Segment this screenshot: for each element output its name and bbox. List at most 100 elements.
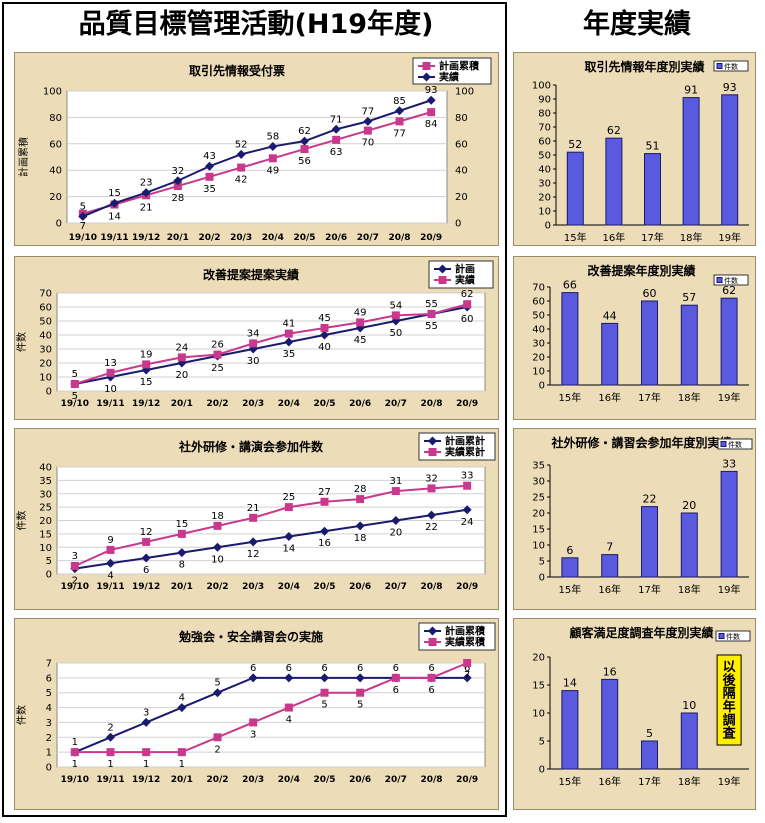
data-label: 1 [107, 759, 113, 770]
bar [641, 506, 658, 578]
right-heading: 年度実績 [583, 9, 691, 40]
data-point [284, 329, 293, 338]
data-label: 3 [72, 551, 78, 562]
y-tick-label: 40 [538, 165, 551, 176]
x-tick-label: 19/11 [96, 582, 124, 592]
y2-tick-label: 60 [455, 139, 468, 150]
legend-label: 実績 [439, 71, 459, 84]
data-label: 12 [247, 549, 260, 560]
y2-tick-label: 20 [455, 192, 468, 203]
data-label: 62 [461, 289, 474, 300]
data-point [284, 503, 293, 512]
x-tick-label: 20/1 [171, 775, 193, 785]
y-tick-label: 0 [539, 765, 545, 776]
x-tick-label: 20/1 [171, 582, 193, 592]
data-point [141, 717, 151, 727]
data-point [426, 95, 436, 105]
data-label: 16 [318, 538, 331, 549]
y-tick-label: 50 [538, 151, 551, 162]
data-point [70, 561, 79, 570]
x-tick-label: 20/2 [206, 775, 228, 785]
x-tick-label: 17年 [638, 775, 661, 788]
data-point [284, 337, 294, 347]
x-tick-label: 20/4 [278, 399, 300, 409]
y-tick-label: 20 [532, 653, 545, 664]
y-tick-label: 10 [532, 709, 545, 720]
x-tick-label: 19/11 [100, 233, 128, 243]
data-label: 1 [72, 759, 78, 770]
bar-value-label: 7 [606, 541, 613, 554]
chart-panel-inquiry: 取引先情報受付票 0 0 20 20 40 40 60 60 80 80 100 100 計画累積 19/1… [14, 52, 499, 246]
bar-value-label: 51 [646, 140, 660, 153]
data-label: 55 [425, 299, 438, 310]
legend-label: 実績累計 [445, 446, 485, 459]
bar-panel-satisfaction: 顧客満足度調査年度別実績 件数 0 5 10 15 20 15年 14 16年 16 17年 5 18年 1… [513, 618, 756, 810]
y-tick-label: 30 [532, 477, 545, 488]
data-label: 6 [321, 663, 327, 674]
x-tick-label: 18年 [678, 583, 701, 596]
bar-value-label: 60 [643, 287, 657, 300]
data-label: 13 [104, 358, 117, 369]
y-tick-label: 30 [39, 489, 52, 500]
y-tick-label: 30 [532, 339, 545, 350]
data-point [320, 688, 329, 697]
bar-value-label: 22 [643, 493, 657, 506]
x-tick-label: 20/2 [206, 582, 228, 592]
bar [680, 304, 698, 386]
data-label: 58 [266, 131, 279, 142]
x-tick-label: 19/10 [61, 775, 89, 785]
bar [641, 300, 658, 386]
chart-training: 社外研修・講演会参加件数 0 5 10 15 20 25 30 35 40 件数 19/10 19/11… [15, 432, 496, 592]
note-box [716, 654, 742, 746]
data-label: 35 [203, 184, 216, 195]
data-point [463, 300, 472, 309]
data-label: 84 [425, 119, 438, 130]
series-line [82, 111, 432, 215]
x-tick-label: 19/10 [61, 399, 89, 409]
y-tick-label: 70 [538, 123, 551, 134]
legend-marker [428, 638, 437, 646]
legend-label: 実績 [455, 274, 475, 287]
data-label: 62 [298, 126, 311, 137]
data-point [356, 318, 365, 327]
chart-panel-suggestion: 改善提案提案実績 0 10 20 30 40 50 60 70 件数 19/10 19/11 19/12… [14, 256, 499, 420]
y-tick-label: 20 [39, 359, 52, 370]
y-tick-label: 80 [538, 109, 551, 120]
bar [566, 151, 584, 226]
data-label: 1 [179, 759, 185, 770]
bar [680, 512, 698, 578]
bar [605, 137, 623, 226]
x-tick-label: 17年 [638, 391, 661, 404]
y-tick-label: 15 [532, 525, 545, 536]
x-tick-label: 19/12 [132, 775, 160, 785]
bar-panel-training: 社外研修・講習会参加年度別実績 件数 0 5 10 15 20 25 30 35 15年 6 16年 7 1… [513, 428, 756, 610]
x-tick-label: 20/1 [167, 233, 189, 243]
data-point [363, 116, 373, 126]
y-tick-label: 5 [46, 556, 52, 567]
bar-value-label: 14 [563, 677, 577, 690]
y-tick-label: 30 [538, 179, 551, 190]
y-axis-label: 件数 [15, 511, 28, 531]
x-tick-label: 20/5 [313, 582, 335, 592]
data-point [249, 513, 258, 522]
legend-label: 件数 [724, 62, 738, 71]
y-tick-label: 60 [49, 139, 62, 150]
x-tick-label: 19/10 [61, 582, 89, 592]
x-tick-label: 19年 [718, 775, 741, 788]
chart-panel-study: 勉強会・安全講習会の実施 0 1 2 3 4 5 6 7 件数 19/10 19/11 19/12 20/… [14, 618, 499, 810]
y-tick-label: 60 [538, 137, 551, 148]
x-tick-label: 20/8 [388, 233, 410, 243]
data-label: 12 [140, 527, 153, 538]
data-point [177, 748, 186, 757]
x-tick-label: 19/11 [96, 775, 124, 785]
x-tick-label: 20/3 [242, 582, 264, 592]
note-text: 以後隔年調査 [726, 752, 732, 755]
y-tick-label: 100 [43, 87, 62, 98]
y-tick-label: 30 [39, 345, 52, 356]
x-tick-label: 19/11 [96, 399, 124, 409]
data-label: 32 [171, 166, 184, 177]
x-tick-label: 15年 [559, 775, 582, 788]
data-label: 40 [318, 342, 331, 353]
y-tick-label: 40 [532, 325, 545, 336]
y-tick-label: 20 [39, 516, 52, 527]
